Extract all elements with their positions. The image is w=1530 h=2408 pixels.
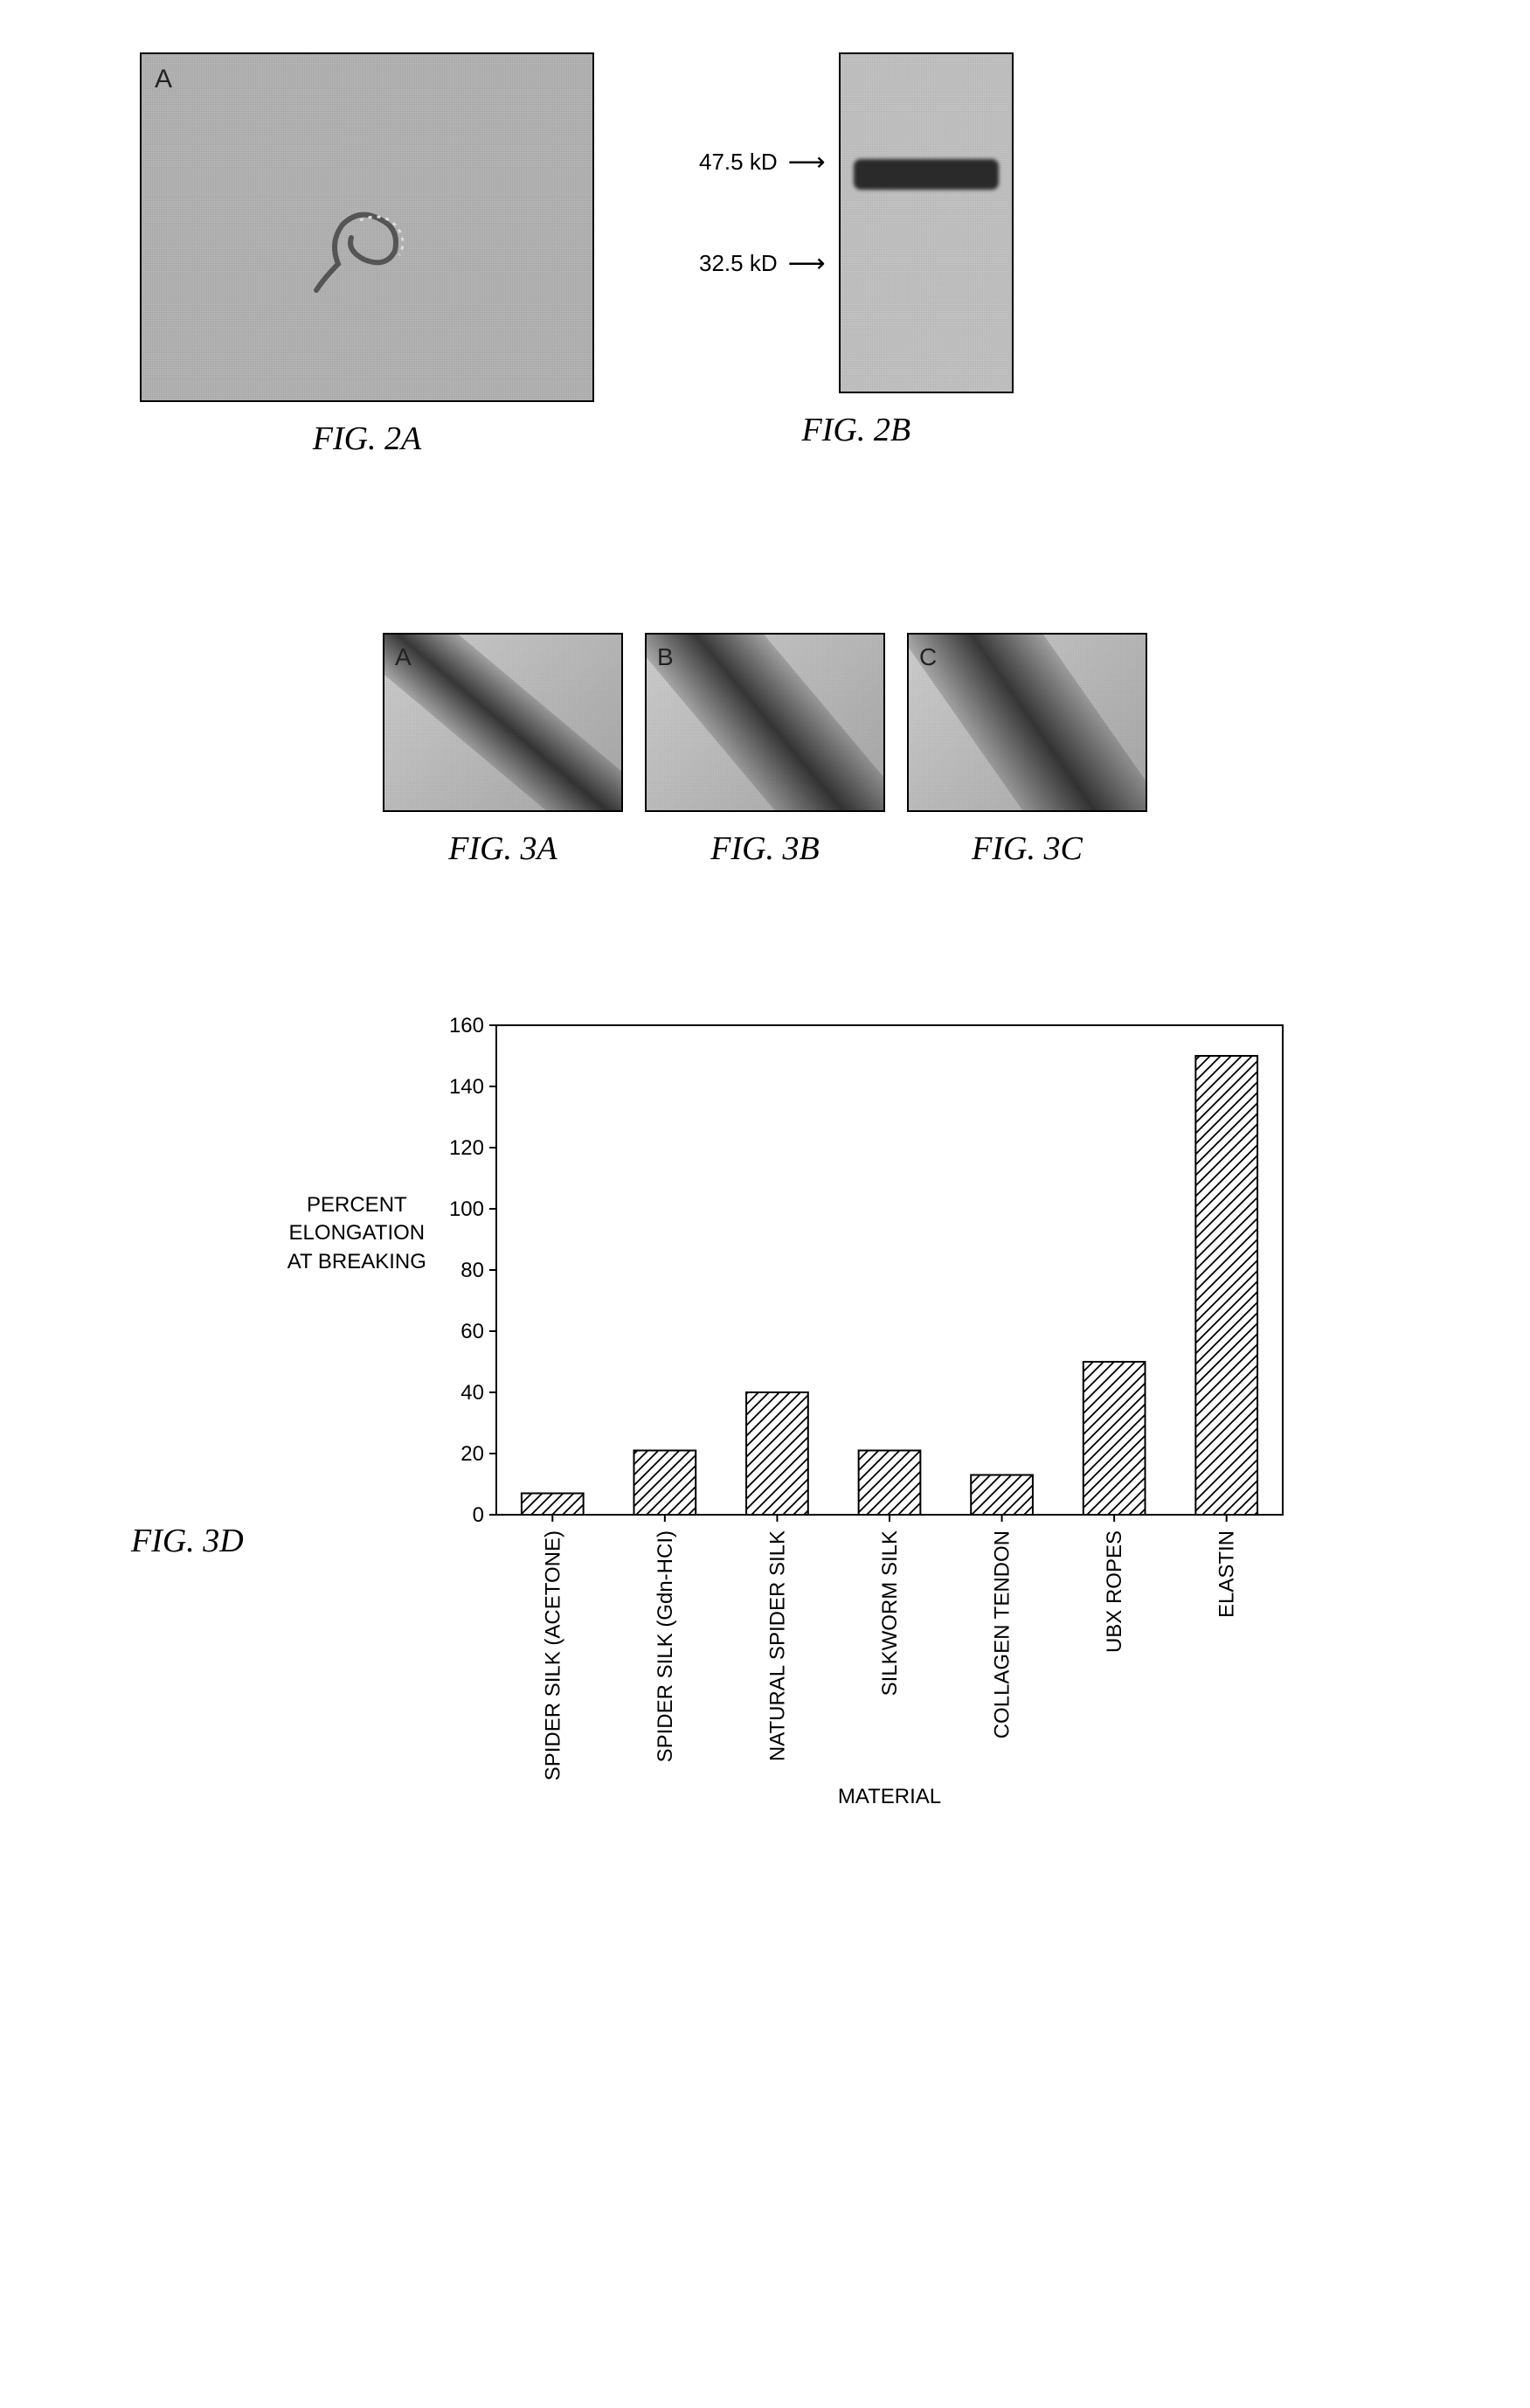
figure-2b-image	[839, 52, 1014, 393]
chart-wrapper: PERCENT ELONGATION AT BREAKING 0 20 40 60 80…	[287, 1017, 1291, 1821]
svg-text:ELASTIN: ELASTIN	[1215, 1530, 1239, 1618]
svg-text:20: 20	[460, 1442, 484, 1466]
figure-2b-panel: 47.5 kD ⟶ 32.5 kD ⟶ FIG. 2B	[699, 52, 1014, 449]
figure-2a-panel: A FIG. 2A	[140, 52, 594, 458]
figure-3a-panel: A FIG. 3A	[383, 633, 623, 868]
marker-32-5: 32.5 kD ⟶	[699, 250, 826, 277]
arrow-right-icon: ⟶	[788, 251, 826, 277]
svg-text:SPIDER SILK (Gdn-HCI): SPIDER SILK (Gdn-HCI)	[654, 1530, 677, 1762]
marker-47-5-label: 47.5 kD	[699, 149, 778, 176]
figure-3b-panel-label: B	[657, 643, 674, 671]
svg-text:160: 160	[449, 1017, 484, 1037]
figure-3b-caption: FIG. 3B	[710, 829, 820, 868]
y-axis-label: PERCENT ELONGATION AT BREAKING	[287, 1191, 426, 1276]
figure-3a-image: A	[383, 633, 623, 812]
fiber-band	[907, 633, 1147, 812]
bar-chart: 0 20 40 60 80 100 120 140 160 SPIDER SILK (ACETON…	[444, 1017, 1291, 1821]
svg-text:COLLAGEN TENDON: COLLAGEN TENDON	[990, 1530, 1014, 1738]
figure-3c-caption: FIG. 3C	[972, 829, 1083, 868]
blot-band	[854, 159, 999, 190]
fiber-band	[645, 633, 885, 812]
svg-text:40: 40	[460, 1381, 484, 1405]
svg-text:140: 140	[449, 1075, 484, 1099]
svg-text:100: 100	[449, 1197, 484, 1221]
figure-3c-panel: C FIG. 3C	[907, 633, 1147, 868]
arrow-right-icon: ⟶	[788, 149, 826, 176]
ylabel-1: PERCENT	[307, 1193, 407, 1217]
marker-47-5: 47.5 kD ⟶	[699, 149, 826, 176]
svg-text:SILKWORM SILK: SILKWORM SILK	[878, 1530, 902, 1696]
svg-text:NATURAL SPIDER SILK: NATURAL SPIDER SILK	[765, 1530, 789, 1761]
figure-3c-image: C	[907, 633, 1147, 812]
figure-2-row: A FIG. 2A 47.5 kD ⟶ 32.5 kD ⟶	[140, 52, 1443, 458]
figure-3d-row: FIG. 3D PERCENT ELONGATION AT BREAKING 0…	[131, 1017, 1443, 1821]
figure-2b-caption: FIG. 2B	[802, 411, 911, 449]
figure-3abc-row: A FIG. 3A B FIG. 3B C FIG. 3C	[87, 633, 1443, 868]
ylabel-3: AT BREAKING	[287, 1250, 426, 1273]
svg-text:60: 60	[460, 1320, 484, 1343]
svg-text:80: 80	[460, 1259, 484, 1282]
ylabel-2: ELONGATION	[289, 1221, 426, 1245]
svg-text:MATERIAL: MATERIAL	[838, 1785, 941, 1808]
figure-3d-caption: FIG. 3D	[131, 1522, 244, 1560]
svg-text:0: 0	[473, 1503, 484, 1527]
figure-2a-image: A	[140, 52, 594, 402]
marker-32-5-label: 32.5 kD	[699, 250, 778, 277]
figure-3a-panel-label: A	[395, 643, 412, 671]
figure-2a-panel-label: A	[155, 65, 172, 94]
figure-2b-container: 47.5 kD ⟶ 32.5 kD ⟶	[699, 52, 1014, 393]
svg-text:120: 120	[449, 1136, 484, 1160]
figure-3a-caption: FIG. 3A	[448, 829, 557, 868]
figure-2b-markers: 47.5 kD ⟶ 32.5 kD ⟶	[699, 149, 826, 277]
fiber-band	[383, 633, 623, 812]
figure-3c-panel-label: C	[919, 643, 937, 671]
figure-2a-caption: FIG. 2A	[313, 420, 422, 458]
svg-text:UBX ROPES: UBX ROPES	[1103, 1530, 1126, 1653]
figure-3b-image: B	[645, 633, 885, 812]
svg-text:SPIDER SILK (ACETONE): SPIDER SILK (ACETONE)	[541, 1530, 564, 1780]
fiber-shape-icon	[299, 177, 439, 308]
figure-3b-panel: B FIG. 3B	[645, 633, 885, 868]
